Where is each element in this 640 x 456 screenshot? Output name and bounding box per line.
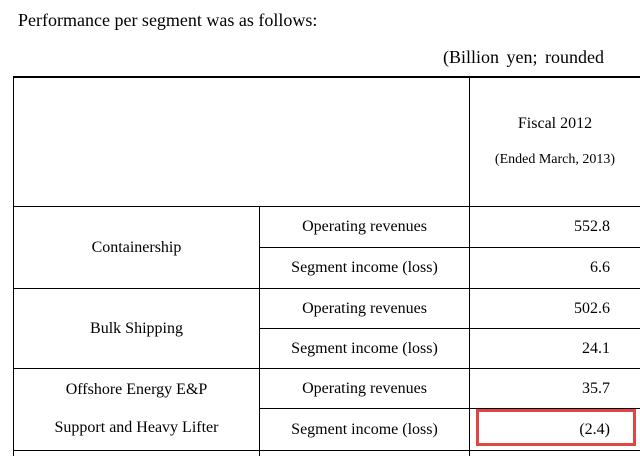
unit-note: (Billion yen; rounded: [443, 47, 604, 67]
table-rule-sub: [259, 247, 640, 248]
metric-label: Operating revenues: [302, 218, 427, 235]
header-period: Fiscal 2012: [517, 115, 593, 132]
table-rule-sub: [259, 408, 640, 409]
metric-label: Segment income (loss): [291, 339, 438, 357]
table-border-top: [13, 76, 640, 78]
header-period-note: (Ended March, 2013): [494, 152, 616, 167]
table-rule-segment: [13, 368, 640, 369]
segment-name: Containership: [91, 238, 182, 256]
metric-value: 6.6: [590, 259, 610, 276]
table-rule-bottom: [13, 450, 640, 451]
table-border-left: [13, 76, 14, 456]
table-rule-header: [13, 206, 640, 207]
table-rule-sub: [259, 328, 640, 329]
table-col-divider: [259, 206, 260, 456]
metric-value: (2.4): [579, 420, 610, 438]
metric-label: Segment income (loss): [291, 259, 438, 276]
metric-value: 552.8: [574, 218, 610, 235]
segment-name: Bulk Shipping: [90, 319, 183, 337]
metric-value: 502.6: [574, 299, 610, 317]
metric-value: 24.1: [582, 339, 610, 357]
metric-label: Operating revenues: [302, 379, 427, 397]
metric-value: 35.7: [582, 379, 610, 397]
metric-label: Operating revenues: [302, 299, 427, 317]
segment-name-line2: Support and Heavy Lifter: [54, 419, 219, 436]
intro-text: Performance per segment was as follows:: [18, 10, 318, 30]
metric-label: Segment income (loss): [291, 420, 438, 438]
segment-name-line1: Offshore Energy E&P: [65, 381, 208, 398]
table-rule-segment: [13, 288, 640, 289]
table-col-divider: [469, 76, 470, 456]
highlight-box: [476, 409, 636, 446]
